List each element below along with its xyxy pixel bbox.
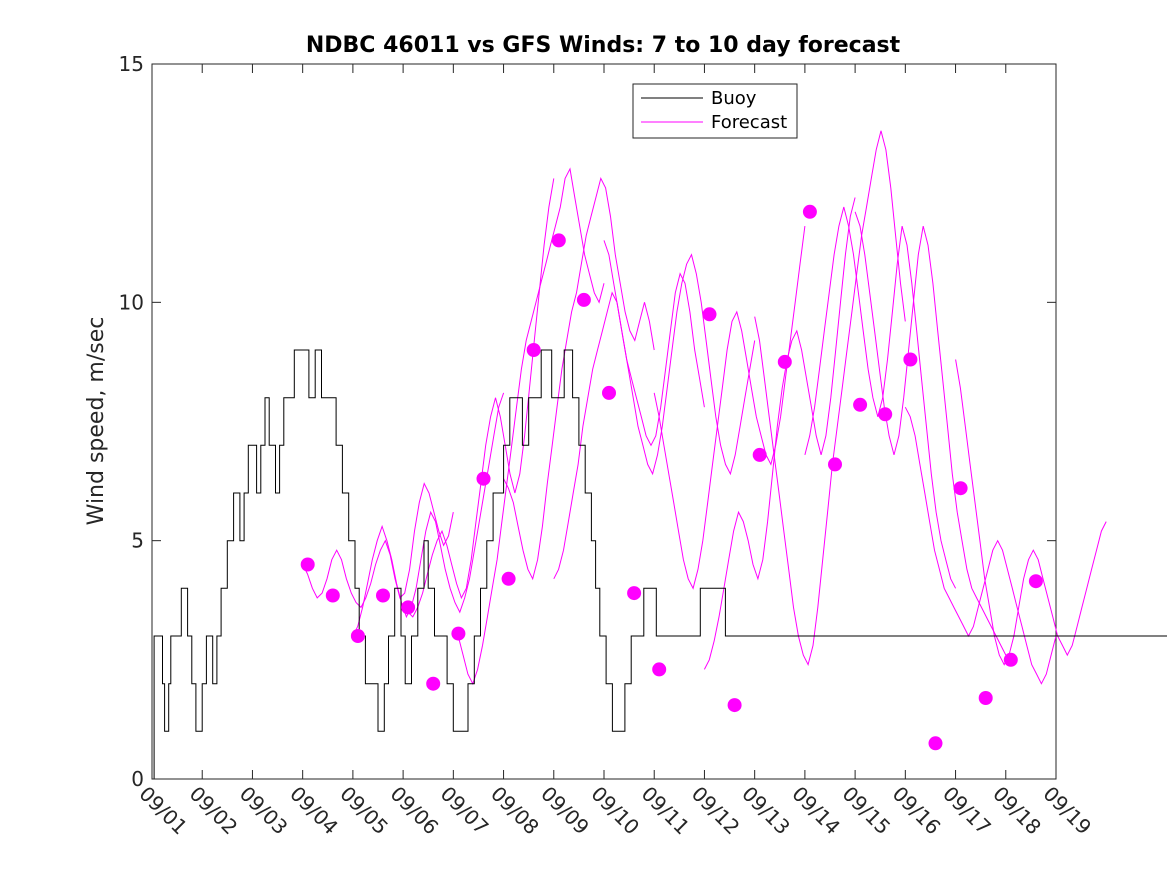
forecast-point xyxy=(627,586,642,601)
axes-ticks xyxy=(151,63,1057,780)
y-tick-label: 15 xyxy=(119,52,144,76)
forecast-point xyxy=(451,626,466,641)
forecast-point xyxy=(602,385,616,400)
plot-area xyxy=(151,63,1057,780)
forecast-line-9 xyxy=(703,197,856,670)
forecast-point xyxy=(1028,574,1043,589)
forecast-point xyxy=(476,471,491,486)
y-tick-label: 5 xyxy=(131,529,144,553)
legend-buoy-label: Buoy xyxy=(711,88,757,109)
y-tick-label: 10 xyxy=(119,290,144,314)
y-tick-labels: 0 5 10 15 xyxy=(119,52,144,791)
y-axis-label: Wind speed, m/sec xyxy=(84,317,109,526)
forecast-line-13 xyxy=(904,406,1057,685)
legend-forecast-label: Forecast xyxy=(711,112,787,133)
forecast-line-14 xyxy=(955,359,1107,666)
buoy-series xyxy=(152,349,1167,780)
forecast-point xyxy=(828,457,842,472)
y-tick-label: 0 xyxy=(131,767,144,791)
forecast-line-11 xyxy=(804,206,957,589)
forecast-point xyxy=(376,588,390,603)
forecast-line-12 xyxy=(854,211,1007,656)
forecast-point xyxy=(702,307,717,322)
forecast-line-8 xyxy=(653,226,806,590)
forecast-point xyxy=(426,676,441,691)
forecast-point xyxy=(300,557,315,572)
forecast-point xyxy=(878,407,893,422)
forecast-point xyxy=(928,736,943,751)
legend-box xyxy=(632,83,798,139)
forecast-point xyxy=(501,571,516,586)
forecast-point xyxy=(853,397,868,412)
forecast-point xyxy=(526,343,541,357)
forecast-point xyxy=(802,204,817,219)
forecast-point xyxy=(752,447,767,462)
forecast-line-6 xyxy=(553,272,705,580)
forecast-line-2 xyxy=(352,392,505,637)
forecast-point xyxy=(953,481,968,496)
forecast-line-4 xyxy=(452,167,605,685)
forecast-point xyxy=(727,698,742,713)
forecast-point xyxy=(978,691,993,705)
legend: Buoy Forecast xyxy=(632,83,798,139)
forecast-point xyxy=(576,292,591,307)
buoy-line xyxy=(152,349,1167,780)
forecast-point xyxy=(652,662,667,677)
forecast-point xyxy=(401,600,416,615)
forecast-point xyxy=(325,588,340,603)
forecast-points xyxy=(300,204,1043,751)
forecast-line-10 xyxy=(754,130,906,667)
forecast-line-7 xyxy=(603,240,756,476)
forecast-line-1 xyxy=(302,482,454,609)
chart-title: NDBC 46011 vs GFS Winds: 7 to 10 day for… xyxy=(306,33,901,58)
forecast-point xyxy=(551,233,566,248)
forecast-point xyxy=(903,352,918,367)
forecast-point xyxy=(1003,652,1018,667)
forecast-point xyxy=(350,629,365,643)
forecast-line-5 xyxy=(503,176,655,581)
forecast-point xyxy=(777,354,792,369)
